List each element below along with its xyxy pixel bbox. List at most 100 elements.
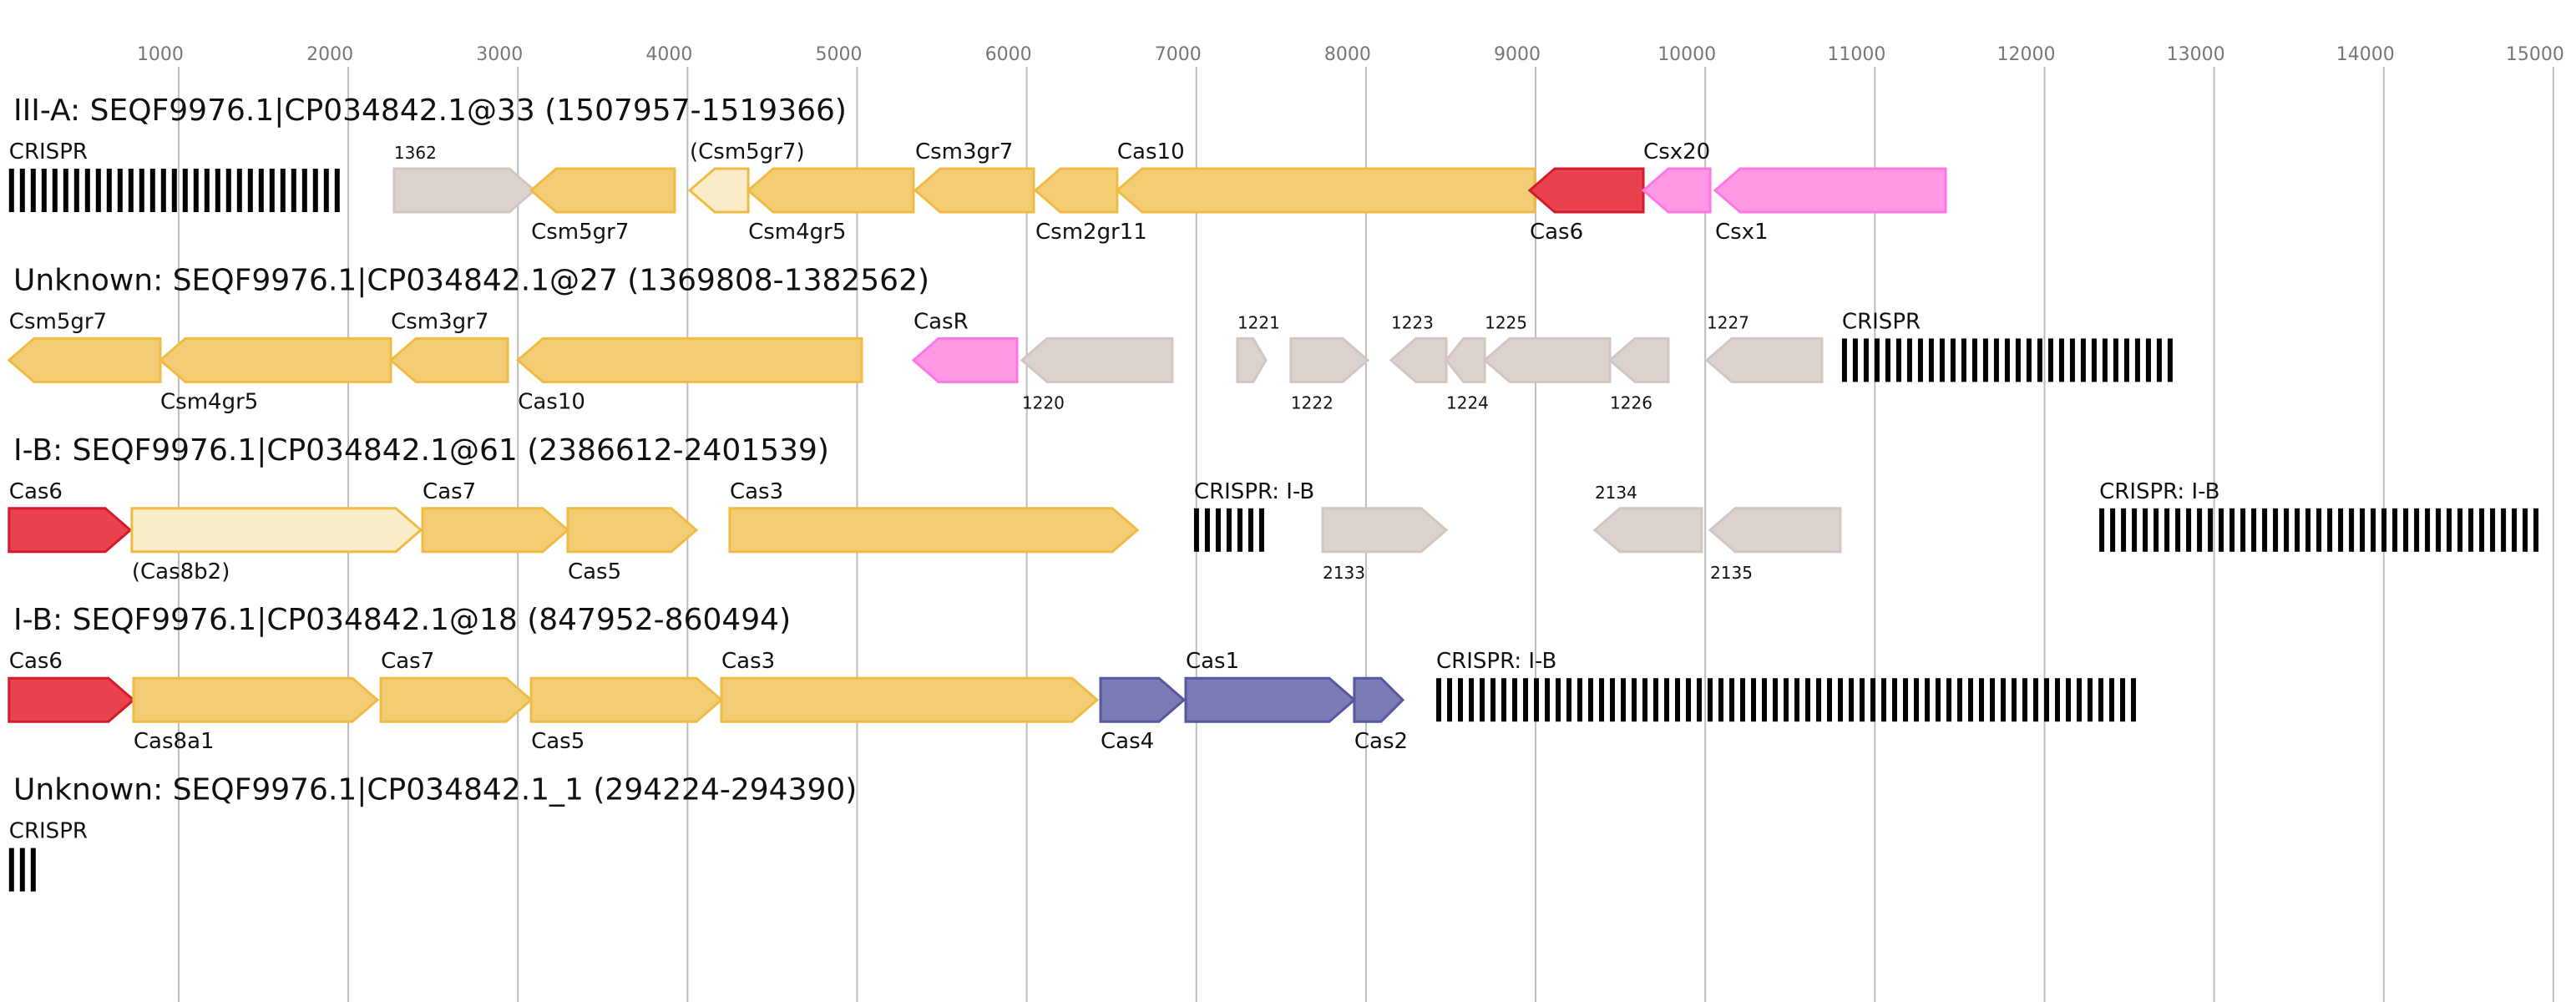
gene-2134[interactable]: 2134 [1592, 483, 1703, 554]
gene-csx20[interactable]: Csx20 [1641, 139, 1712, 214]
reverse-gene-arrow[interactable] [7, 337, 162, 383]
crispr-repeat [334, 169, 340, 212]
gene-cas7[interactable]: Cas7 [421, 479, 570, 554]
gene-csm5gr7[interactable]: (Csm5gr7) [687, 139, 805, 214]
reverse-gene-arrow[interactable] [911, 337, 1019, 383]
crispr-array[interactable]: CRISPR [8, 139, 340, 212]
reverse-gene-arrow[interactable] [1389, 337, 1448, 383]
gene-csm4gr5[interactable]: Csm4gr5 [746, 167, 915, 245]
crispr-array[interactable]: CRISPR: I-B [2099, 479, 2539, 552]
gene-cas5[interactable]: Cas5 [566, 507, 699, 584]
forward-gene-arrow[interactable] [1353, 676, 1405, 723]
reverse-gene-arrow[interactable] [1527, 167, 1645, 214]
reverse-gene-arrow[interactable] [158, 337, 392, 383]
crispr-repeat [19, 848, 25, 892]
gene-cas8b2[interactable]: (Cas8b2) [130, 507, 423, 584]
gene-csm3gr7[interactable]: Csm3gr7 [913, 139, 1035, 214]
gene-cas2[interactable]: Cas2 [1353, 676, 1408, 754]
forward-gene-arrow[interactable] [379, 676, 534, 723]
gene-cas6[interactable]: Cas6 [8, 479, 133, 554]
gene-cas3[interactable]: Cas3 [728, 479, 1140, 554]
forward-gene-arrow[interactable] [421, 507, 570, 554]
gene-cas10[interactable]: Cas10 [515, 337, 863, 414]
gene-csm2gr11[interactable]: Csm2gr11 [1033, 167, 1147, 245]
reverse-gene-arrow[interactable] [529, 167, 676, 214]
forward-gene-arrow[interactable] [566, 507, 699, 554]
crispr-array[interactable]: CRISPR [8, 819, 88, 892]
gene-1221[interactable]: 1221 [1236, 312, 1280, 383]
gene-1224[interactable]: 1224 [1445, 337, 1489, 412]
forward-gene-arrow[interactable] [720, 676, 1100, 723]
crispr-repeat [2012, 678, 2017, 722]
forward-gene-arrow[interactable] [1184, 676, 1357, 723]
reverse-gene-arrow[interactable] [1445, 337, 1486, 383]
gene-cas1[interactable]: Cas1 [1184, 649, 1357, 723]
forward-gene-arrow[interactable] [1289, 337, 1370, 383]
gene-csm3gr7[interactable]: Csm3gr7 [388, 309, 509, 383]
reverse-gene-arrow[interactable] [1607, 337, 1670, 383]
crispr-array[interactable]: CRISPR: I-B [1193, 479, 1314, 552]
gene-1227[interactable]: 1227 [1704, 312, 1824, 383]
forward-gene-arrow[interactable] [8, 676, 136, 723]
forward-gene-arrow[interactable] [130, 507, 423, 554]
gene-1223[interactable]: 1223 [1389, 312, 1448, 383]
gene-1222[interactable]: 1222 [1289, 337, 1370, 412]
feature-label: Cas3 [730, 479, 783, 504]
gene-cas4[interactable]: Cas4 [1099, 676, 1187, 754]
reverse-gene-arrow[interactable] [1033, 167, 1119, 214]
locus: I-B: SEQF9976.1|CP034842.1@18 (847952-86… [8, 603, 2137, 754]
forward-gene-arrow[interactable] [392, 167, 537, 214]
gene-1225[interactable]: 1225 [1482, 312, 1612, 383]
gene-csx1[interactable]: Csx1 [1713, 167, 1947, 245]
gene-cas3[interactable]: Cas3 [720, 649, 1100, 723]
gene-cas6[interactable]: Cas6 [8, 649, 136, 723]
gene-cas8a1[interactable]: Cas8a1 [132, 676, 380, 754]
gene-csm5gr7[interactable]: Csm5gr7 [7, 309, 162, 383]
gene-1362[interactable]: 1362 [392, 143, 537, 214]
feature-label: Cas7 [423, 479, 476, 504]
crispr-repeat [1957, 678, 1963, 722]
reverse-gene-arrow[interactable] [687, 167, 750, 214]
crispr-repeat [1501, 678, 1507, 722]
reverse-gene-arrow[interactable] [913, 167, 1035, 214]
forward-gene-arrow[interactable] [728, 507, 1140, 554]
forward-gene-arrow[interactable] [132, 676, 380, 723]
forward-gene-arrow[interactable] [529, 676, 724, 723]
crispr-repeat [225, 169, 231, 212]
reverse-gene-arrow[interactable] [1708, 507, 1842, 554]
gene-cas7[interactable]: Cas7 [379, 649, 534, 723]
tick-label: 12000 [1997, 44, 2055, 65]
reverse-gene-arrow[interactable] [1482, 337, 1612, 383]
crispr-array[interactable]: CRISPR: I-B [1436, 649, 2137, 722]
reverse-gene-arrow[interactable] [388, 337, 509, 383]
reverse-gene-arrow[interactable] [1713, 167, 1947, 214]
reverse-gene-arrow[interactable] [1641, 167, 1712, 214]
gene-1220[interactable]: 1220 [1020, 337, 1174, 412]
crispr-repeat [2501, 508, 2507, 552]
gene-casr[interactable]: CasR [911, 309, 1019, 383]
reverse-gene-arrow[interactable] [515, 337, 863, 383]
crispr-array[interactable]: CRISPR [1841, 309, 2173, 382]
crispr-repeat [1226, 508, 1232, 552]
gene-2135[interactable]: 2135 [1708, 507, 1842, 583]
reverse-gene-arrow[interactable] [1704, 337, 1824, 383]
crispr-repeat [2490, 508, 2496, 552]
reverse-gene-arrow[interactable] [1020, 337, 1174, 383]
gene-2133[interactable]: 2133 [1321, 507, 1449, 583]
gene-cas6[interactable]: Cas6 [1527, 167, 1645, 245]
gene-csm5gr7[interactable]: Csm5gr7 [529, 167, 676, 245]
forward-gene-arrow[interactable] [1099, 676, 1187, 723]
gene-cas10[interactable]: Cas10 [1115, 139, 1536, 214]
gene-1226[interactable]: 1226 [1607, 337, 1670, 412]
feature-label: 2135 [1710, 563, 1753, 583]
forward-gene-arrow[interactable] [8, 507, 133, 554]
forward-gene-arrow[interactable] [1236, 337, 1268, 383]
reverse-gene-arrow[interactable] [1592, 507, 1703, 554]
gene-csm4gr5[interactable]: Csm4gr5 [158, 337, 392, 414]
reverse-gene-arrow[interactable] [746, 167, 915, 214]
crispr-repeat [2197, 508, 2203, 552]
forward-gene-arrow[interactable] [1321, 507, 1449, 554]
reverse-gene-arrow[interactable] [1115, 167, 1536, 214]
feature-label: Csm3gr7 [391, 309, 488, 334]
gene-cas5[interactable]: Cas5 [529, 676, 724, 754]
